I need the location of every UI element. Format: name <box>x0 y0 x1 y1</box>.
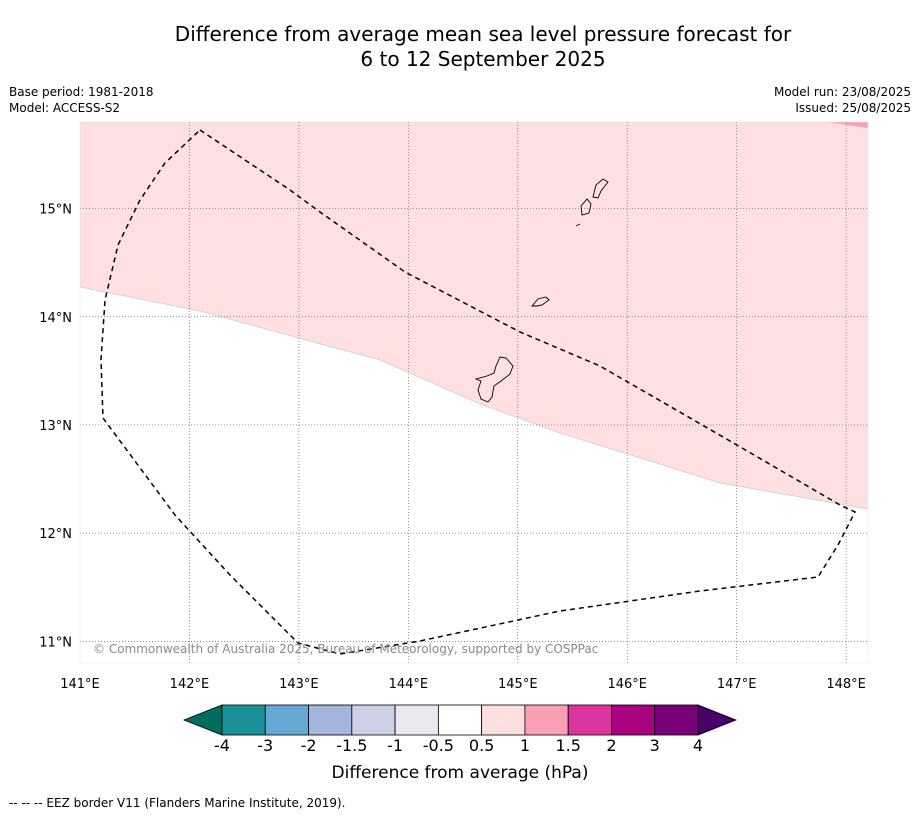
anomaly-region-0.5-to-1 <box>80 122 868 510</box>
colorbar-swatch <box>567 704 612 736</box>
longitude-label: 142°E <box>170 677 210 692</box>
colorbar-tick-label: 4 <box>693 736 703 755</box>
longitude-label: 141°E <box>60 677 100 692</box>
colorbar-tick-label: -1 <box>387 736 403 755</box>
colorbar-swatch <box>351 704 396 736</box>
colorbar-tick-label: 1 <box>520 736 530 755</box>
colorbar-tick-label: 3 <box>650 736 660 755</box>
issued-text: Issued: 25/08/2025 <box>795 101 911 115</box>
longitude-labels: 141°E 142°E 143°E 144°E 145°E 146°E 147°E 148°E <box>60 677 866 692</box>
colorbar-tick-label: -4 <box>214 736 230 755</box>
colorbar-swatch <box>221 704 266 736</box>
colorbar-tick-label: -0.5 <box>423 736 454 755</box>
longitude-label: 144°E <box>389 677 429 692</box>
meta-left: Base period: 1981-2018 Model: ACCESS-S2 <box>9 84 154 116</box>
colorbar-swatch <box>264 704 309 736</box>
colorbar-swatch <box>394 704 439 736</box>
title-line-2: 6 to 12 September 2025 <box>360 47 606 71</box>
meta-right: Model run: 23/08/2025 Issued: 25/08/2025 <box>774 84 911 116</box>
eez-border <box>100 129 857 655</box>
map-frame <box>79 121 869 664</box>
colorbar-label: Difference from average (hPa) <box>332 763 589 783</box>
colorbar-swatch <box>524 704 569 736</box>
island-rota <box>531 296 550 307</box>
longitude-label: 147°E <box>717 677 757 692</box>
latitude-label: 13°N <box>39 419 72 434</box>
colorbar-swatch <box>308 704 353 736</box>
colorbar-tick-label: 2 <box>606 736 616 755</box>
latitude-labels: 15°N 14°N 13°N 12°N 11°N <box>39 203 72 651</box>
colorbar: -4 -3 -2 -1.5 -1 -0.5 0.5 1 1.5 2 3 4 <box>182 704 738 755</box>
colorbar-swatch <box>437 704 483 736</box>
copyright-notice: © Commonwealth of Australia 2025, Bureau… <box>93 642 598 656</box>
base-period-text: Base period: 1981-2018 <box>9 85 154 99</box>
longitude-label: 146°E <box>607 677 647 692</box>
colorbar-swatch <box>654 704 699 736</box>
map-title: Difference from average mean sea level p… <box>0 22 919 72</box>
map-plot-area: © Commonwealth of Australia 2025, Bureau… <box>79 121 869 664</box>
longitude-label: 143°E <box>279 677 319 692</box>
island-aguijan <box>575 223 581 227</box>
latitude-label: 14°N <box>39 311 72 326</box>
colorbar-tick-label: 1.5 <box>555 736 580 755</box>
islands <box>474 178 609 403</box>
colorbar-tick-label: -3 <box>257 736 273 755</box>
colorbar-tick-label: -2 <box>301 736 317 755</box>
map-figure: © Commonwealth of Australia 2025, Bureau… <box>39 121 869 783</box>
longitude-label: 145°E <box>498 677 538 692</box>
model-run-text: Model run: 23/08/2025 <box>773 85 911 99</box>
island-guam <box>474 356 514 403</box>
island-tinian <box>580 198 592 216</box>
longitude-label: 148°E <box>826 677 866 692</box>
colorbar-tick-label: -1.5 <box>336 736 367 755</box>
title-line-1: Difference from average mean sea level p… <box>174 22 792 46</box>
latitude-label: 11°N <box>39 635 72 650</box>
latitude-label: 15°N <box>39 203 72 218</box>
anomaly-region-1-to-1.5 <box>826 122 868 128</box>
colorbar-swatch <box>481 704 526 736</box>
eez-footer-note: -- -- -- EEZ border V11 (Flanders Marine… <box>9 796 346 810</box>
graticule <box>80 122 868 663</box>
colorbar-tick-label: 0.5 <box>469 736 494 755</box>
latitude-label: 12°N <box>39 527 72 542</box>
model-text: Model: ACCESS-S2 <box>9 101 121 115</box>
colorbar-swatch <box>611 704 656 736</box>
island-saipan <box>592 178 609 199</box>
colorbar-extend-low <box>182 704 223 736</box>
colorbar-extend-high <box>697 704 738 736</box>
